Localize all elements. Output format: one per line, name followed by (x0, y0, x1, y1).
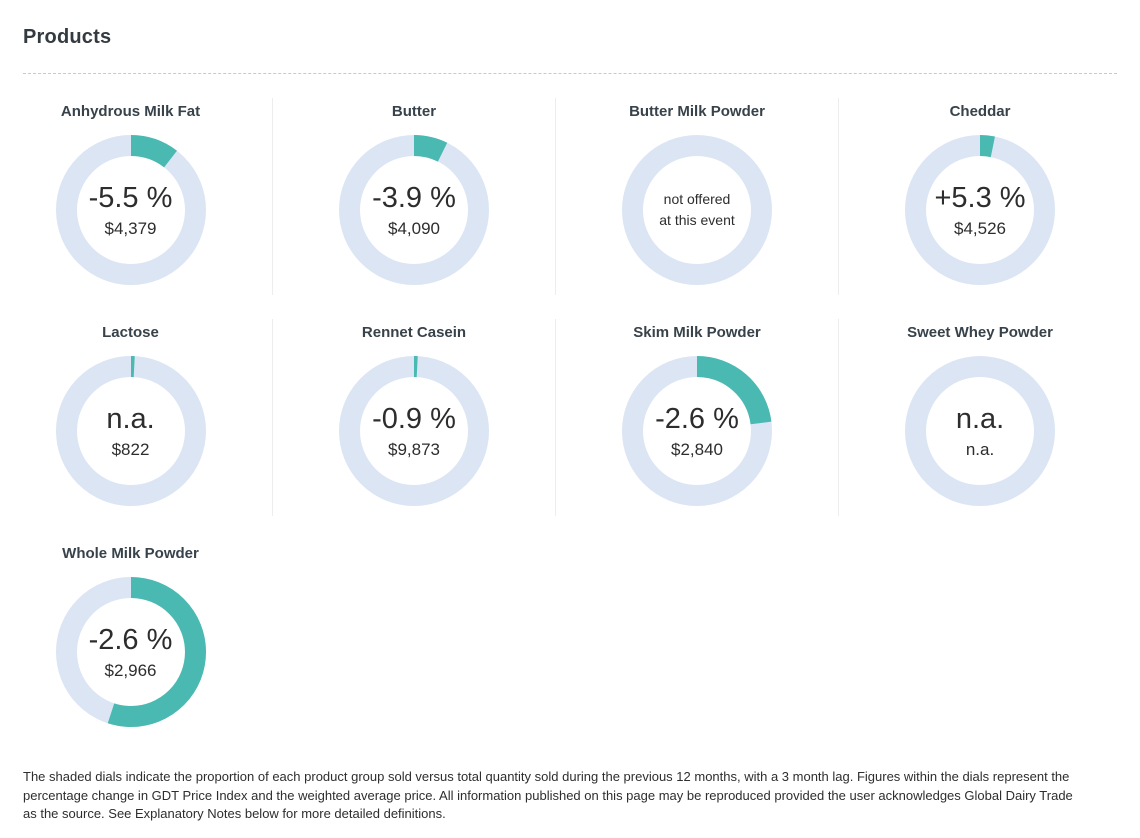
dial-values: -2.6 % $2,840 (643, 377, 751, 485)
product-name: Rennet Casein (361, 324, 467, 341)
product-name: Anhydrous Milk Fat (60, 103, 201, 120)
dial-gauge-icon (55, 577, 206, 727)
products-grid: Anhydrous Milk Fat -5.5 % $4,379 Butter (0, 98, 1140, 737)
percent-change-value: -2.6 % (655, 402, 739, 435)
product-name: Sweet Whey Powder (907, 324, 1053, 341)
average-price-value: $2,840 (671, 439, 723, 459)
dial-values: n.a. $822 (77, 377, 185, 485)
dial-track (622, 135, 772, 285)
product-card-butter: Butter -3.9 % $4,090 (272, 98, 555, 295)
percent-change-value: n.a. (955, 402, 1005, 435)
percent-change-value: -2.6 % (88, 623, 173, 656)
not-offered-note-line2: at this event (659, 212, 735, 228)
not-offered-note-line1: not offered (663, 191, 731, 207)
dial-values: n.a. n.a. (926, 377, 1034, 485)
dial-gauge-icon (55, 135, 206, 285)
products-row-3: Whole Milk Powder -2.6 % $2,966 (0, 540, 1140, 737)
footer-note-text: The shaded dials indicate the proportion… (23, 769, 1073, 821)
dial-values: +5.3 % $4,526 (926, 156, 1034, 264)
percent-change-value: +5.3 % (934, 181, 1026, 214)
dial-arc (339, 135, 489, 285)
dial-arc (622, 356, 772, 506)
product-dial: n.a. n.a. (905, 356, 1055, 506)
dial-arc (55, 577, 206, 727)
product-name: Skim Milk Powder (633, 324, 761, 341)
dial-arc (905, 135, 1055, 285)
dial-gauge-icon (905, 135, 1055, 285)
product-card-butter-milk-powder: Butter Milk Powder not offered at this e… (555, 98, 838, 295)
footer-note: The shaded dials indicate the proportion… (23, 768, 1117, 824)
product-card-anhydrous-milk-fat: Anhydrous Milk Fat -5.5 % $4,379 (0, 98, 272, 295)
product-dial: not offered at this event (622, 135, 772, 285)
percent-change-value: -5.5 % (88, 181, 173, 214)
product-dial: -5.5 % $4,379 (55, 135, 206, 285)
dial-track (905, 356, 1055, 506)
dial-values: -2.6 % $2,966 (77, 598, 185, 706)
dial-gauge-icon (622, 356, 772, 506)
product-dial: -0.9 % $9,873 (339, 356, 489, 506)
average-price-value: $9,873 (388, 439, 440, 459)
product-card-whole-milk-powder: Whole Milk Powder -2.6 % $2,966 (0, 540, 272, 737)
dial-arc (339, 356, 489, 506)
percent-change-value: -0.9 % (372, 402, 456, 435)
percent-change-value: n.a. (106, 402, 155, 435)
page-title: Products (23, 26, 112, 48)
products-row-1: Anhydrous Milk Fat -5.5 % $4,379 Butter (0, 98, 1140, 295)
average-price-value: $822 (111, 439, 150, 459)
product-dial: -2.6 % $2,840 (622, 356, 772, 506)
product-card-cheddar: Cheddar +5.3 % $4,526 (838, 98, 1121, 295)
average-price-value: $2,966 (104, 660, 157, 680)
dial-values: not offered at this event (643, 156, 751, 264)
product-name: Butter Milk Powder (629, 103, 765, 120)
page-header: Products (0, 0, 1140, 74)
product-name: Butter (391, 103, 437, 120)
dial-gauge-icon (905, 356, 1055, 506)
product-card-sweet-whey-powder: Sweet Whey Powder n.a. n.a. (838, 319, 1121, 516)
product-name: Whole Milk Powder (62, 545, 199, 562)
average-price-value: n.a. (965, 439, 995, 459)
average-price-value: $4,526 (954, 218, 1006, 238)
average-price-value: $4,090 (388, 218, 440, 238)
product-dial: -3.9 % $4,090 (339, 135, 489, 285)
dial-values: -3.9 % $4,090 (360, 156, 468, 264)
dial-gauge-icon (622, 135, 772, 285)
product-dial: +5.3 % $4,526 (905, 135, 1055, 285)
product-name: Lactose (102, 324, 159, 341)
products-row-2: Lactose n.a. $822 Rennet Casein (0, 319, 1140, 516)
percent-change-value: -3.9 % (372, 181, 456, 214)
product-name: Cheddar (949, 103, 1011, 120)
average-price-value: $4,379 (104, 218, 157, 238)
dial-gauge-icon (55, 356, 206, 506)
dial-gauge-icon (339, 135, 489, 285)
dial-arc (55, 356, 206, 506)
product-dial: -2.6 % $2,966 (55, 577, 206, 727)
dial-gauge-icon (339, 356, 489, 506)
dial-arc (55, 135, 206, 285)
product-card-lactose: Lactose n.a. $822 (0, 319, 272, 516)
dial-values: -5.5 % $4,379 (77, 156, 185, 264)
product-card-skim-milk-powder: Skim Milk Powder -2.6 % $2,840 (555, 319, 838, 516)
product-dial: n.a. $822 (55, 356, 206, 506)
product-card-rennet-casein: Rennet Casein -0.9 % $9,873 (272, 319, 555, 516)
dial-values: -0.9 % $9,873 (360, 377, 468, 485)
dashed-divider (23, 73, 1117, 74)
